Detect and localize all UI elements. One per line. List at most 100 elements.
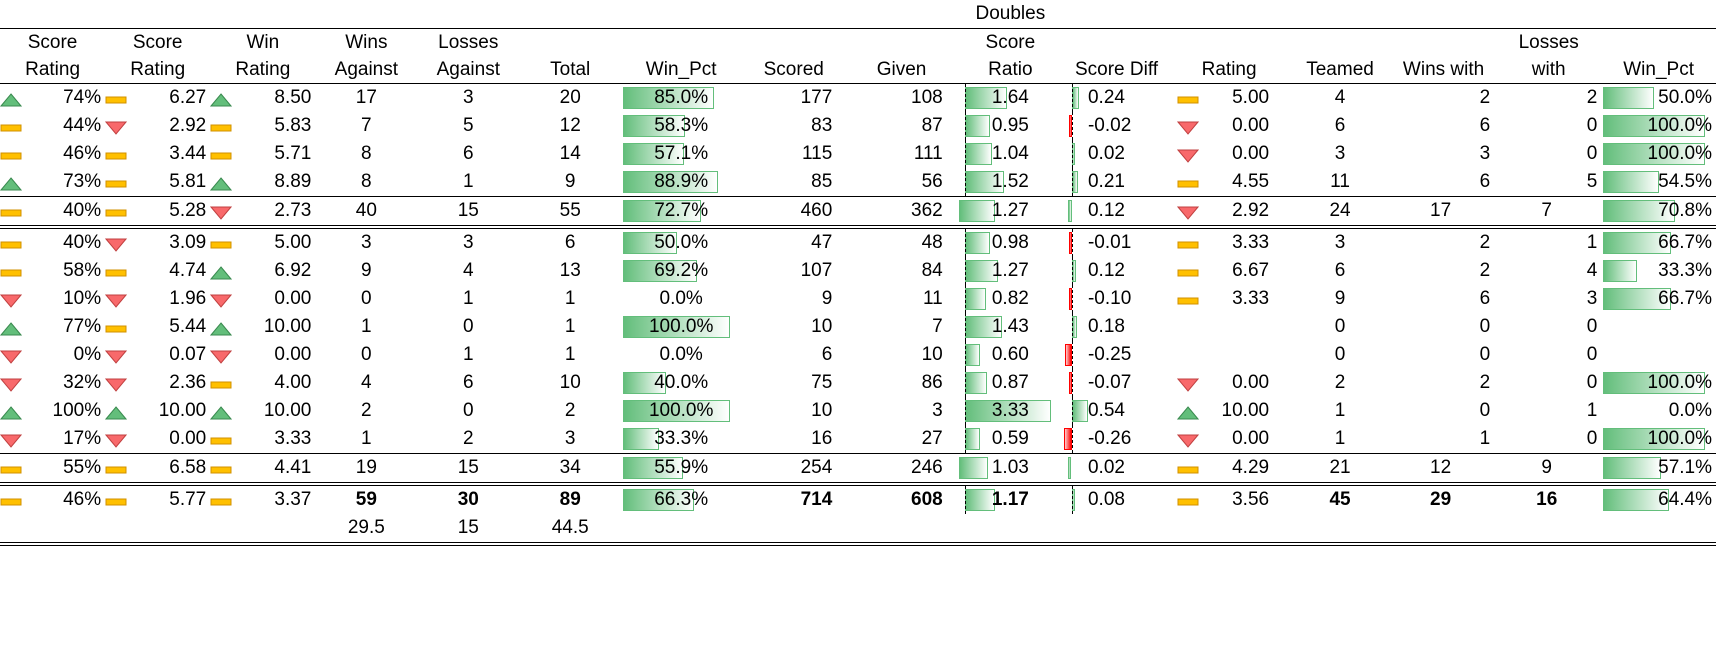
cell-value: 1.03: [991, 457, 1029, 478]
win-pct-with-cell: 100.0%: [1601, 112, 1716, 140]
icon-value: 5.77: [105, 489, 210, 511]
icon-value-cell: 2.36: [105, 369, 210, 397]
group-header: Doubles: [957, 0, 1064, 29]
cell-value: 100.0%: [1647, 372, 1712, 393]
bar-label: 72.7%: [621, 199, 741, 223]
data-bar: [1603, 489, 1670, 511]
cell-value: 714: [800, 489, 833, 510]
cell-value: 17: [355, 87, 377, 108]
data-bar: [1603, 457, 1662, 479]
ratio-label: 1.04: [957, 142, 1064, 166]
count-cell: 1: [315, 313, 417, 341]
footer-cell: [105, 514, 211, 546]
cell-value: 115: [802, 143, 833, 164]
bar-wrap: 50.0%: [621, 231, 741, 255]
footer-cell: 15: [417, 514, 520, 546]
bar-cell: 0.0%: [621, 341, 741, 369]
win-pct-with-cell: 57.1%: [1601, 453, 1716, 484]
bar-label: 100.0%: [1601, 142, 1716, 166]
cell-value: 0.00: [1232, 115, 1270, 136]
cell-value: 3.09: [169, 232, 207, 253]
score-cell: 460: [741, 196, 847, 227]
cell-value: 6.67: [1232, 260, 1270, 281]
header-cell: [519, 0, 621, 29]
wins-with-cell: 2: [1391, 83, 1497, 112]
cell-value: 13: [559, 260, 581, 281]
table-row: 10% 1.96 0.00 0 1 1 0.0% 9 11 0.82 -0.10 3.33 9 6 3 66.…: [0, 285, 1716, 313]
icon-value: 32%: [0, 372, 105, 394]
diff-wrap: -0.02: [1064, 112, 1169, 140]
losses-with-cell: 16: [1496, 482, 1602, 514]
header-cell: [210, 0, 315, 29]
ratio-wrap: 1.43: [957, 313, 1064, 341]
axis-line: [964, 257, 966, 285]
score-ratio-cell: 0.60: [957, 341, 1064, 369]
flat-dash-icon: [1177, 292, 1199, 306]
cell-value: 2: [1479, 260, 1491, 281]
flat-dash-icon: [0, 147, 22, 161]
diff-label: 0.54: [1064, 399, 1169, 423]
header-group-row: Doubles: [0, 0, 1716, 29]
rating-cell: 4.29: [1169, 453, 1290, 484]
diff-bar-negative: [1068, 232, 1072, 254]
column-header: Rating: [105, 56, 210, 84]
cell-value: 2.92: [1232, 200, 1270, 221]
table-row: 40% 3.09 5.00 3 3 6 50.0% 47 48 0.98 -0.01 3.33 3 2 1 6…: [0, 225, 1716, 257]
score-ratio-cell: 0.95: [957, 112, 1064, 140]
column-header: [741, 28, 847, 56]
score-diff-cell: 0.12: [1063, 196, 1170, 227]
data-bar: [1603, 260, 1638, 282]
cell-value: 5.00: [274, 232, 312, 253]
diff-label: 0.12: [1064, 259, 1169, 283]
icon-value: 4.55: [1169, 171, 1289, 193]
losses-with-cell: 0: [1496, 140, 1601, 168]
cell-value: 6: [462, 143, 474, 164]
cell-value: 1: [462, 171, 474, 192]
cell-value: 4: [462, 260, 474, 281]
rating-cell: 3.33: [1169, 225, 1290, 257]
score-ratio-cell: 0.98: [956, 225, 1064, 257]
footer-cell: [1063, 514, 1170, 546]
cell-value: 10: [811, 400, 833, 421]
cell-value: 0.60: [991, 344, 1029, 365]
table-row: 17% 0.00 3.33 1 2 3 33.3% 16 27 0.59 -0.26 0.00 1 1 0 1…: [0, 425, 1716, 454]
icon-value: 4.74: [105, 260, 210, 282]
table-row: 100% 10.00 10.00 2 0 2 100.0% 10 3 3.33 0.54 10.00 1…: [0, 397, 1716, 425]
cell-value: 70.8%: [1658, 200, 1712, 221]
count-cell: 1: [417, 168, 519, 197]
ratio-label: 0.59: [957, 427, 1064, 451]
column-header: Ratio: [957, 56, 1064, 84]
flat-dash-icon: [1177, 175, 1199, 189]
cell-value: 100.0%: [648, 316, 714, 337]
rating-cell: 10.00: [1169, 397, 1289, 425]
cell-value: 15: [457, 517, 479, 538]
cell-value: 6.58: [169, 457, 207, 478]
bar-cell: 57.1%: [621, 140, 741, 168]
win-pct-with-cell: 64.4%: [1601, 482, 1716, 514]
table-row: 0% 0.07 0.00 0 1 1 0.0% 6 10 0.60 -0.25 0 0 0: [0, 341, 1716, 369]
diff-wrap: 0.21: [1064, 168, 1169, 196]
flat-dash-icon: [210, 461, 232, 475]
down-triangle-icon: [0, 432, 23, 448]
ratio-bar: [958, 457, 988, 479]
flat-dash-icon: [1177, 493, 1199, 507]
score-cell: 47: [741, 225, 847, 257]
icon-value: 0.00: [105, 428, 210, 450]
icon-value: 17%: [0, 428, 105, 450]
wins-with-cell: 12: [1391, 453, 1497, 484]
cell-value: 85: [811, 171, 833, 192]
win-pct-with-cell: 54.5%: [1601, 168, 1716, 197]
cell-value: 0.95: [991, 115, 1029, 136]
cell-value: 21: [1329, 457, 1351, 478]
bar-label: 66.7%: [1601, 287, 1716, 311]
bar-wrap: 100.0%: [621, 399, 741, 423]
bar-wrap: 72.7%: [621, 199, 741, 223]
axis-line: [1071, 231, 1073, 257]
cell-value: 46%: [63, 143, 102, 164]
cell-value: 2: [564, 400, 576, 421]
column-header: [621, 28, 742, 56]
column-header: Win_Pct: [621, 56, 741, 84]
bar-wrap: 88.9%: [621, 170, 741, 194]
diff-label: 0.12: [1064, 199, 1169, 223]
icon-value: 1.96: [105, 288, 210, 310]
